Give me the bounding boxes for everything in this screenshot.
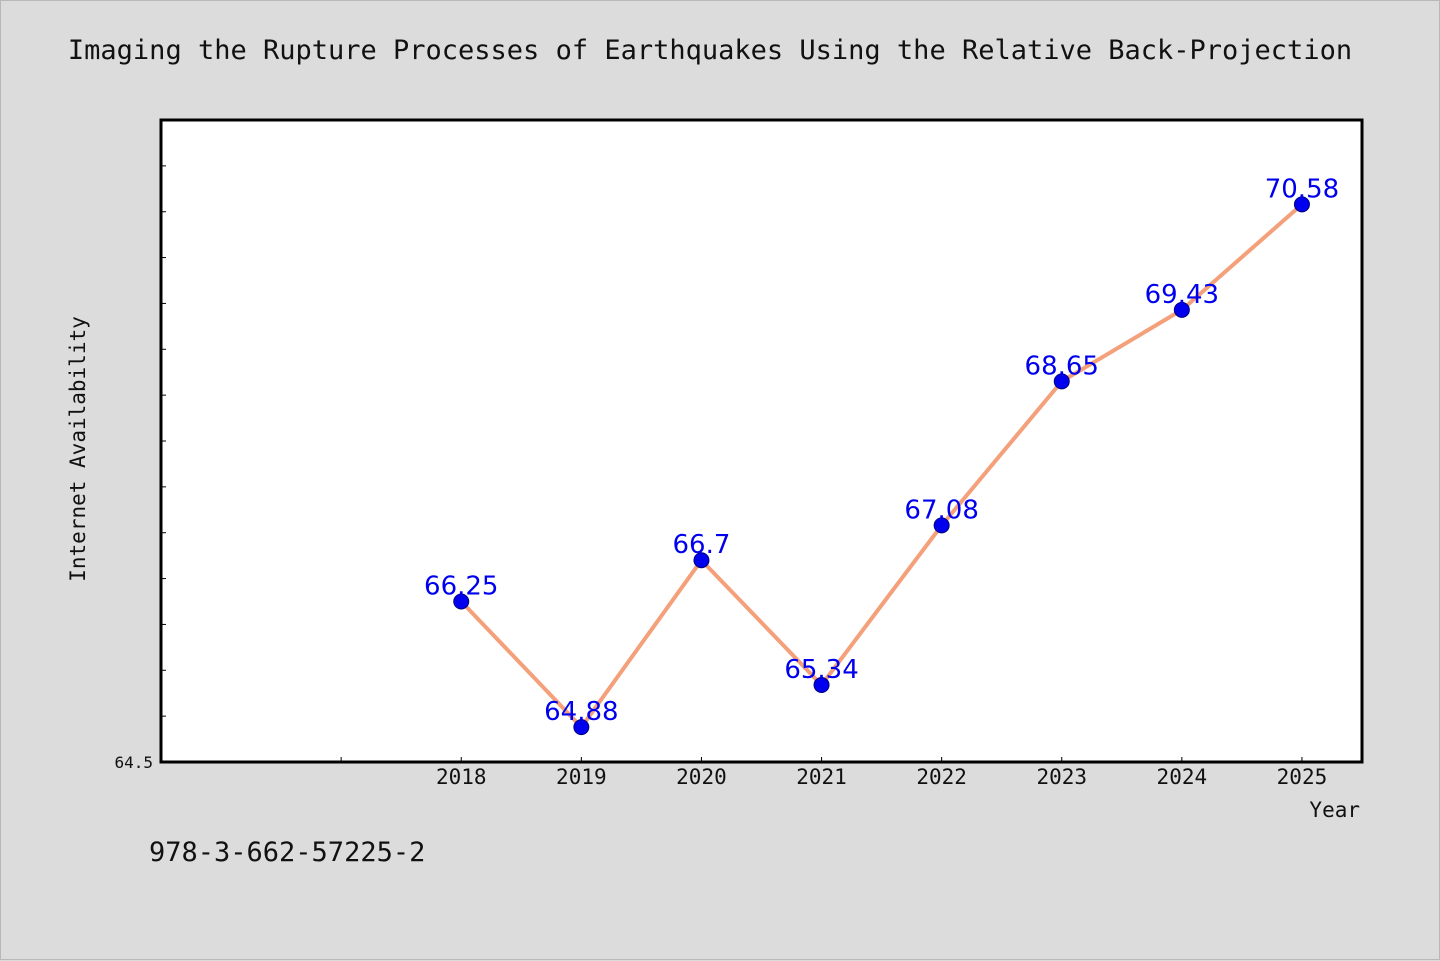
data-label: 65.34 [784,655,858,685]
data-label: 64.88 [544,697,618,727]
plot-area [159,118,1364,764]
data-point [453,593,470,610]
data-label: 66.25 [424,572,498,602]
series-line [459,202,1304,730]
data-point [1173,301,1190,318]
x-tick-label: 2020 [676,765,727,789]
data-point [1053,373,1070,390]
x-tick-label: 2025 [1277,765,1328,789]
series-layer [453,196,1310,736]
x-tick-label: 2024 [1157,765,1208,789]
data-point [1293,196,1310,213]
y-axis-ticks: 64.5 [114,119,166,772]
data-label: 66.7 [673,530,731,560]
data-label: 68.65 [1025,351,1099,381]
data-point [813,676,830,693]
data-label: 69.43 [1145,280,1219,310]
data-label-layer: 66.25 64.88 66.7 65.34 67.08 68.65 69.43 70.58 [424,174,1339,727]
x-tick-label: 2019 [556,765,607,789]
data-label: 70.58 [1265,174,1339,204]
data-point [573,719,590,736]
y-tick-label: 64.5 [114,753,153,772]
x-axis-label: Year [1309,798,1360,822]
isbn-text: 978-3-662-57225-2 [149,837,426,868]
x-axis-ticks: 2018 2019 2020 2021 2022 2023 2024 2025 [340,757,1328,789]
x-tick-label: 2021 [796,765,847,789]
data-point [933,517,950,534]
data-label: 67.08 [904,495,978,525]
x-tick-label: 2023 [1036,765,1087,789]
x-tick-label: 2018 [436,765,487,789]
chart-title: Imaging the Rupture Processes of Earthqu… [67,35,1353,66]
y-axis-label: Internet Availability [66,316,90,582]
data-point [693,552,710,569]
x-tick-label: 2022 [916,765,967,789]
